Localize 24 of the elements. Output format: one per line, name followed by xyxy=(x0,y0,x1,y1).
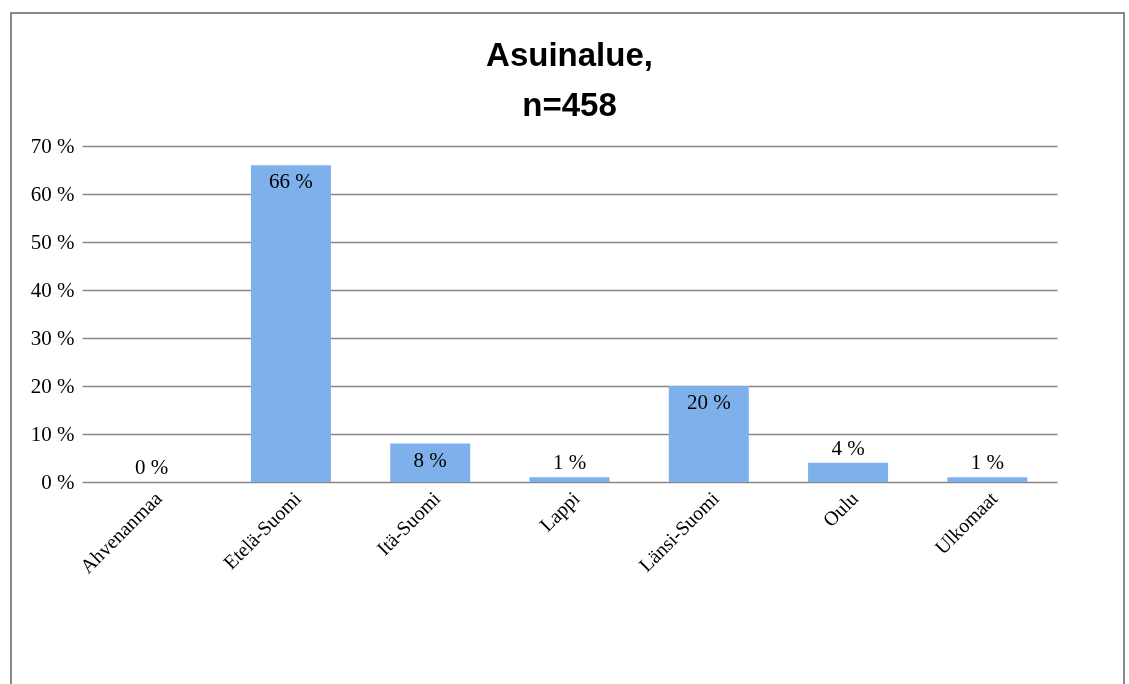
bar xyxy=(250,165,331,482)
data-label: 8 % xyxy=(413,447,447,472)
bar xyxy=(390,443,471,482)
bar xyxy=(529,477,610,482)
data-label: 1 % xyxy=(552,450,587,475)
y-tick-label: 60 % xyxy=(30,181,75,206)
data-label: 66 % xyxy=(269,169,313,194)
text: Asuinalue, xyxy=(486,36,653,73)
y-tick-label: 0 % xyxy=(41,469,75,494)
text: n=458 xyxy=(522,86,617,123)
data-label: 20 % xyxy=(686,390,731,414)
data-label: 1 % xyxy=(970,450,1004,475)
y-tick-label: 20 % xyxy=(30,373,75,398)
y-tick-label: 40 % xyxy=(30,277,75,302)
bar xyxy=(668,386,749,482)
y-tick-label: 30 % xyxy=(30,325,75,350)
data-label: 4 % xyxy=(831,435,865,460)
bar xyxy=(808,462,889,482)
y-tick-label: 10 % xyxy=(30,421,75,446)
data-label: 0 % xyxy=(135,455,169,479)
bar xyxy=(947,477,1028,482)
y-tick-label: 50 % xyxy=(30,229,75,254)
y-tick-label: 70 % xyxy=(30,133,75,158)
x-tick-label: Oulu xyxy=(818,487,863,531)
